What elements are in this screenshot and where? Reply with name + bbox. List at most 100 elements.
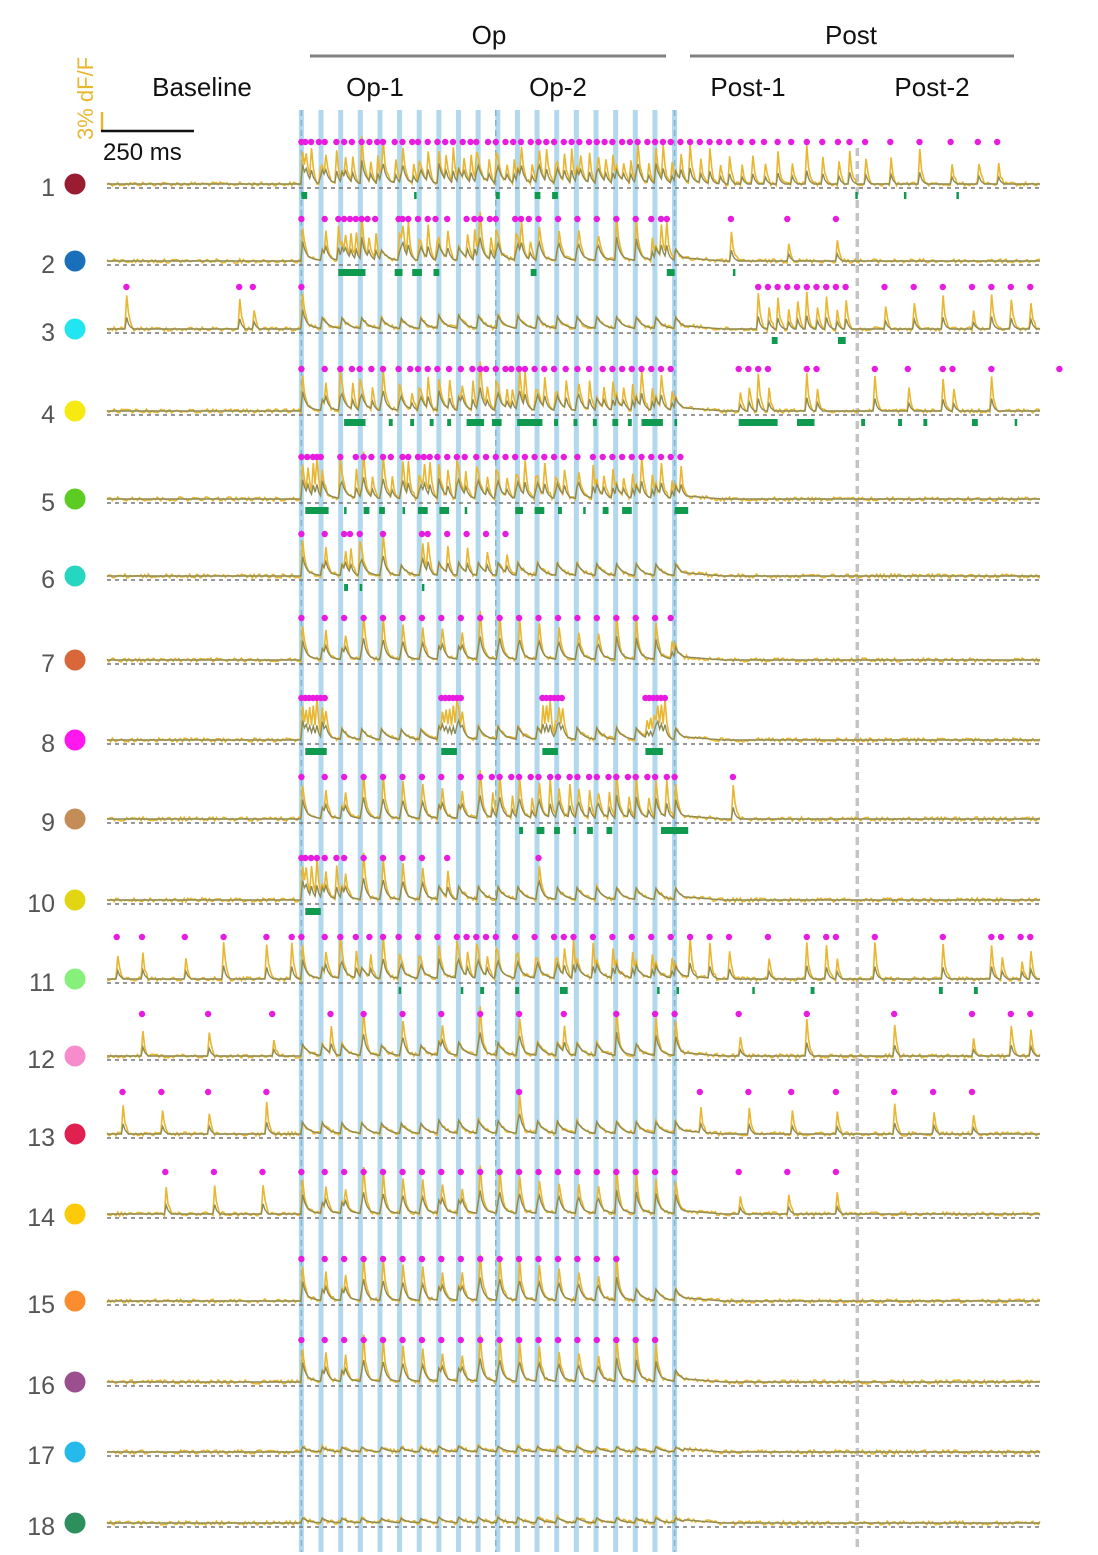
spike-marker bbox=[609, 453, 616, 461]
spike-marker bbox=[432, 215, 439, 223]
burst-bar bbox=[592, 419, 597, 426]
spike-marker bbox=[585, 365, 593, 373]
spike-marker bbox=[725, 933, 733, 941]
spike-marker bbox=[457, 614, 464, 622]
spike-marker bbox=[457, 1168, 464, 1176]
spike-marker bbox=[599, 365, 606, 373]
spike-marker bbox=[360, 614, 367, 622]
spike-marker bbox=[1056, 365, 1063, 373]
spike-marker bbox=[737, 138, 744, 146]
spike-marker bbox=[298, 453, 305, 461]
spike-marker bbox=[379, 1336, 387, 1344]
spike-marker bbox=[803, 365, 810, 373]
trace-raw bbox=[106, 1095, 1041, 1138]
trace-raw bbox=[106, 610, 1041, 664]
spike-marker bbox=[558, 694, 565, 702]
burst-bar bbox=[344, 419, 366, 426]
spike-marker bbox=[535, 138, 542, 146]
spike-marker bbox=[463, 215, 470, 223]
spike-marker bbox=[496, 614, 503, 622]
spike-marker bbox=[449, 138, 457, 146]
spike-marker bbox=[515, 1255, 523, 1263]
spike-marker bbox=[574, 1336, 581, 1344]
spike-marker bbox=[399, 215, 406, 223]
spike-marker bbox=[298, 1255, 305, 1263]
spike-marker bbox=[395, 365, 402, 373]
spike-marker bbox=[399, 1010, 406, 1018]
neuron-color-dot bbox=[64, 318, 86, 340]
burst-bar bbox=[464, 507, 468, 514]
stim-pulse bbox=[495, 110, 501, 1552]
spike-marker bbox=[337, 933, 344, 941]
spike-marker bbox=[360, 1168, 367, 1176]
spike-marker bbox=[181, 933, 188, 941]
burst-bar bbox=[439, 507, 450, 514]
spike-marker bbox=[379, 773, 387, 781]
spike-marker bbox=[517, 138, 525, 146]
spike-marker bbox=[123, 283, 130, 291]
spike-marker bbox=[832, 1168, 840, 1176]
spike-marker bbox=[418, 1168, 426, 1176]
spike-marker bbox=[340, 1168, 348, 1176]
neuron-color-dot bbox=[64, 1512, 86, 1534]
burst-bar bbox=[612, 419, 619, 426]
burst-bar bbox=[771, 337, 778, 344]
neuron-color-dot bbox=[64, 250, 86, 272]
neuron-row-7: 7 bbox=[41, 610, 1041, 678]
burst-bar bbox=[602, 507, 609, 514]
burst-bar bbox=[398, 987, 402, 994]
spike-marker bbox=[409, 138, 416, 146]
spike-marker bbox=[438, 1010, 445, 1018]
spike-marker bbox=[535, 773, 542, 781]
burst-bar bbox=[530, 269, 537, 276]
spike-marker bbox=[618, 453, 626, 461]
burst-bar bbox=[738, 419, 778, 426]
spike-marker bbox=[335, 215, 342, 223]
spike-marker bbox=[379, 933, 387, 941]
spike-marker bbox=[482, 933, 490, 941]
spike-marker bbox=[535, 1255, 542, 1263]
spike-marker bbox=[368, 365, 375, 373]
spike-marker bbox=[407, 365, 414, 373]
neuron-row-5: 5 bbox=[41, 451, 1041, 517]
spike-marker bbox=[358, 138, 365, 146]
spike-marker bbox=[426, 453, 433, 461]
spike-marker bbox=[651, 138, 659, 146]
burst-bar bbox=[552, 192, 558, 199]
burst-bar bbox=[972, 419, 978, 426]
spike-marker bbox=[764, 365, 772, 373]
spike-marker bbox=[340, 530, 348, 538]
spike-marker bbox=[307, 138, 315, 146]
spike-marker bbox=[531, 365, 538, 373]
stim-pulse bbox=[613, 110, 619, 1552]
spike-marker bbox=[554, 215, 562, 223]
spike-marker bbox=[482, 453, 490, 461]
spike-marker bbox=[477, 1168, 484, 1176]
spike-marker bbox=[939, 933, 946, 941]
spike-marker bbox=[418, 530, 426, 538]
spike-marker bbox=[379, 365, 387, 373]
spike-marker bbox=[438, 773, 445, 781]
spike-marker bbox=[340, 614, 348, 622]
spike-marker bbox=[628, 365, 635, 373]
spike-marker bbox=[477, 215, 484, 223]
spike-marker bbox=[651, 1168, 659, 1176]
neuron-row-6: 6 bbox=[41, 530, 1041, 594]
neuron-row-18: 18 bbox=[27, 1512, 1041, 1541]
trace-smooth bbox=[107, 1032, 1040, 1057]
spike-marker bbox=[405, 453, 412, 461]
trace-smooth bbox=[107, 1515, 1040, 1524]
spike-marker bbox=[379, 614, 387, 622]
spike-marker bbox=[515, 1088, 523, 1096]
epoch-label-post-1: Post-1 bbox=[710, 72, 785, 102]
spike-marker bbox=[486, 215, 494, 223]
spike-marker bbox=[547, 773, 554, 781]
burst-bar bbox=[534, 507, 545, 514]
spike-marker bbox=[729, 773, 737, 781]
burst-bar bbox=[674, 507, 689, 514]
spike-marker bbox=[968, 283, 976, 291]
stim-pulse bbox=[357, 110, 363, 1552]
spike-marker bbox=[543, 138, 550, 146]
spike-marker bbox=[671, 773, 678, 781]
trace-raw bbox=[106, 211, 1040, 265]
